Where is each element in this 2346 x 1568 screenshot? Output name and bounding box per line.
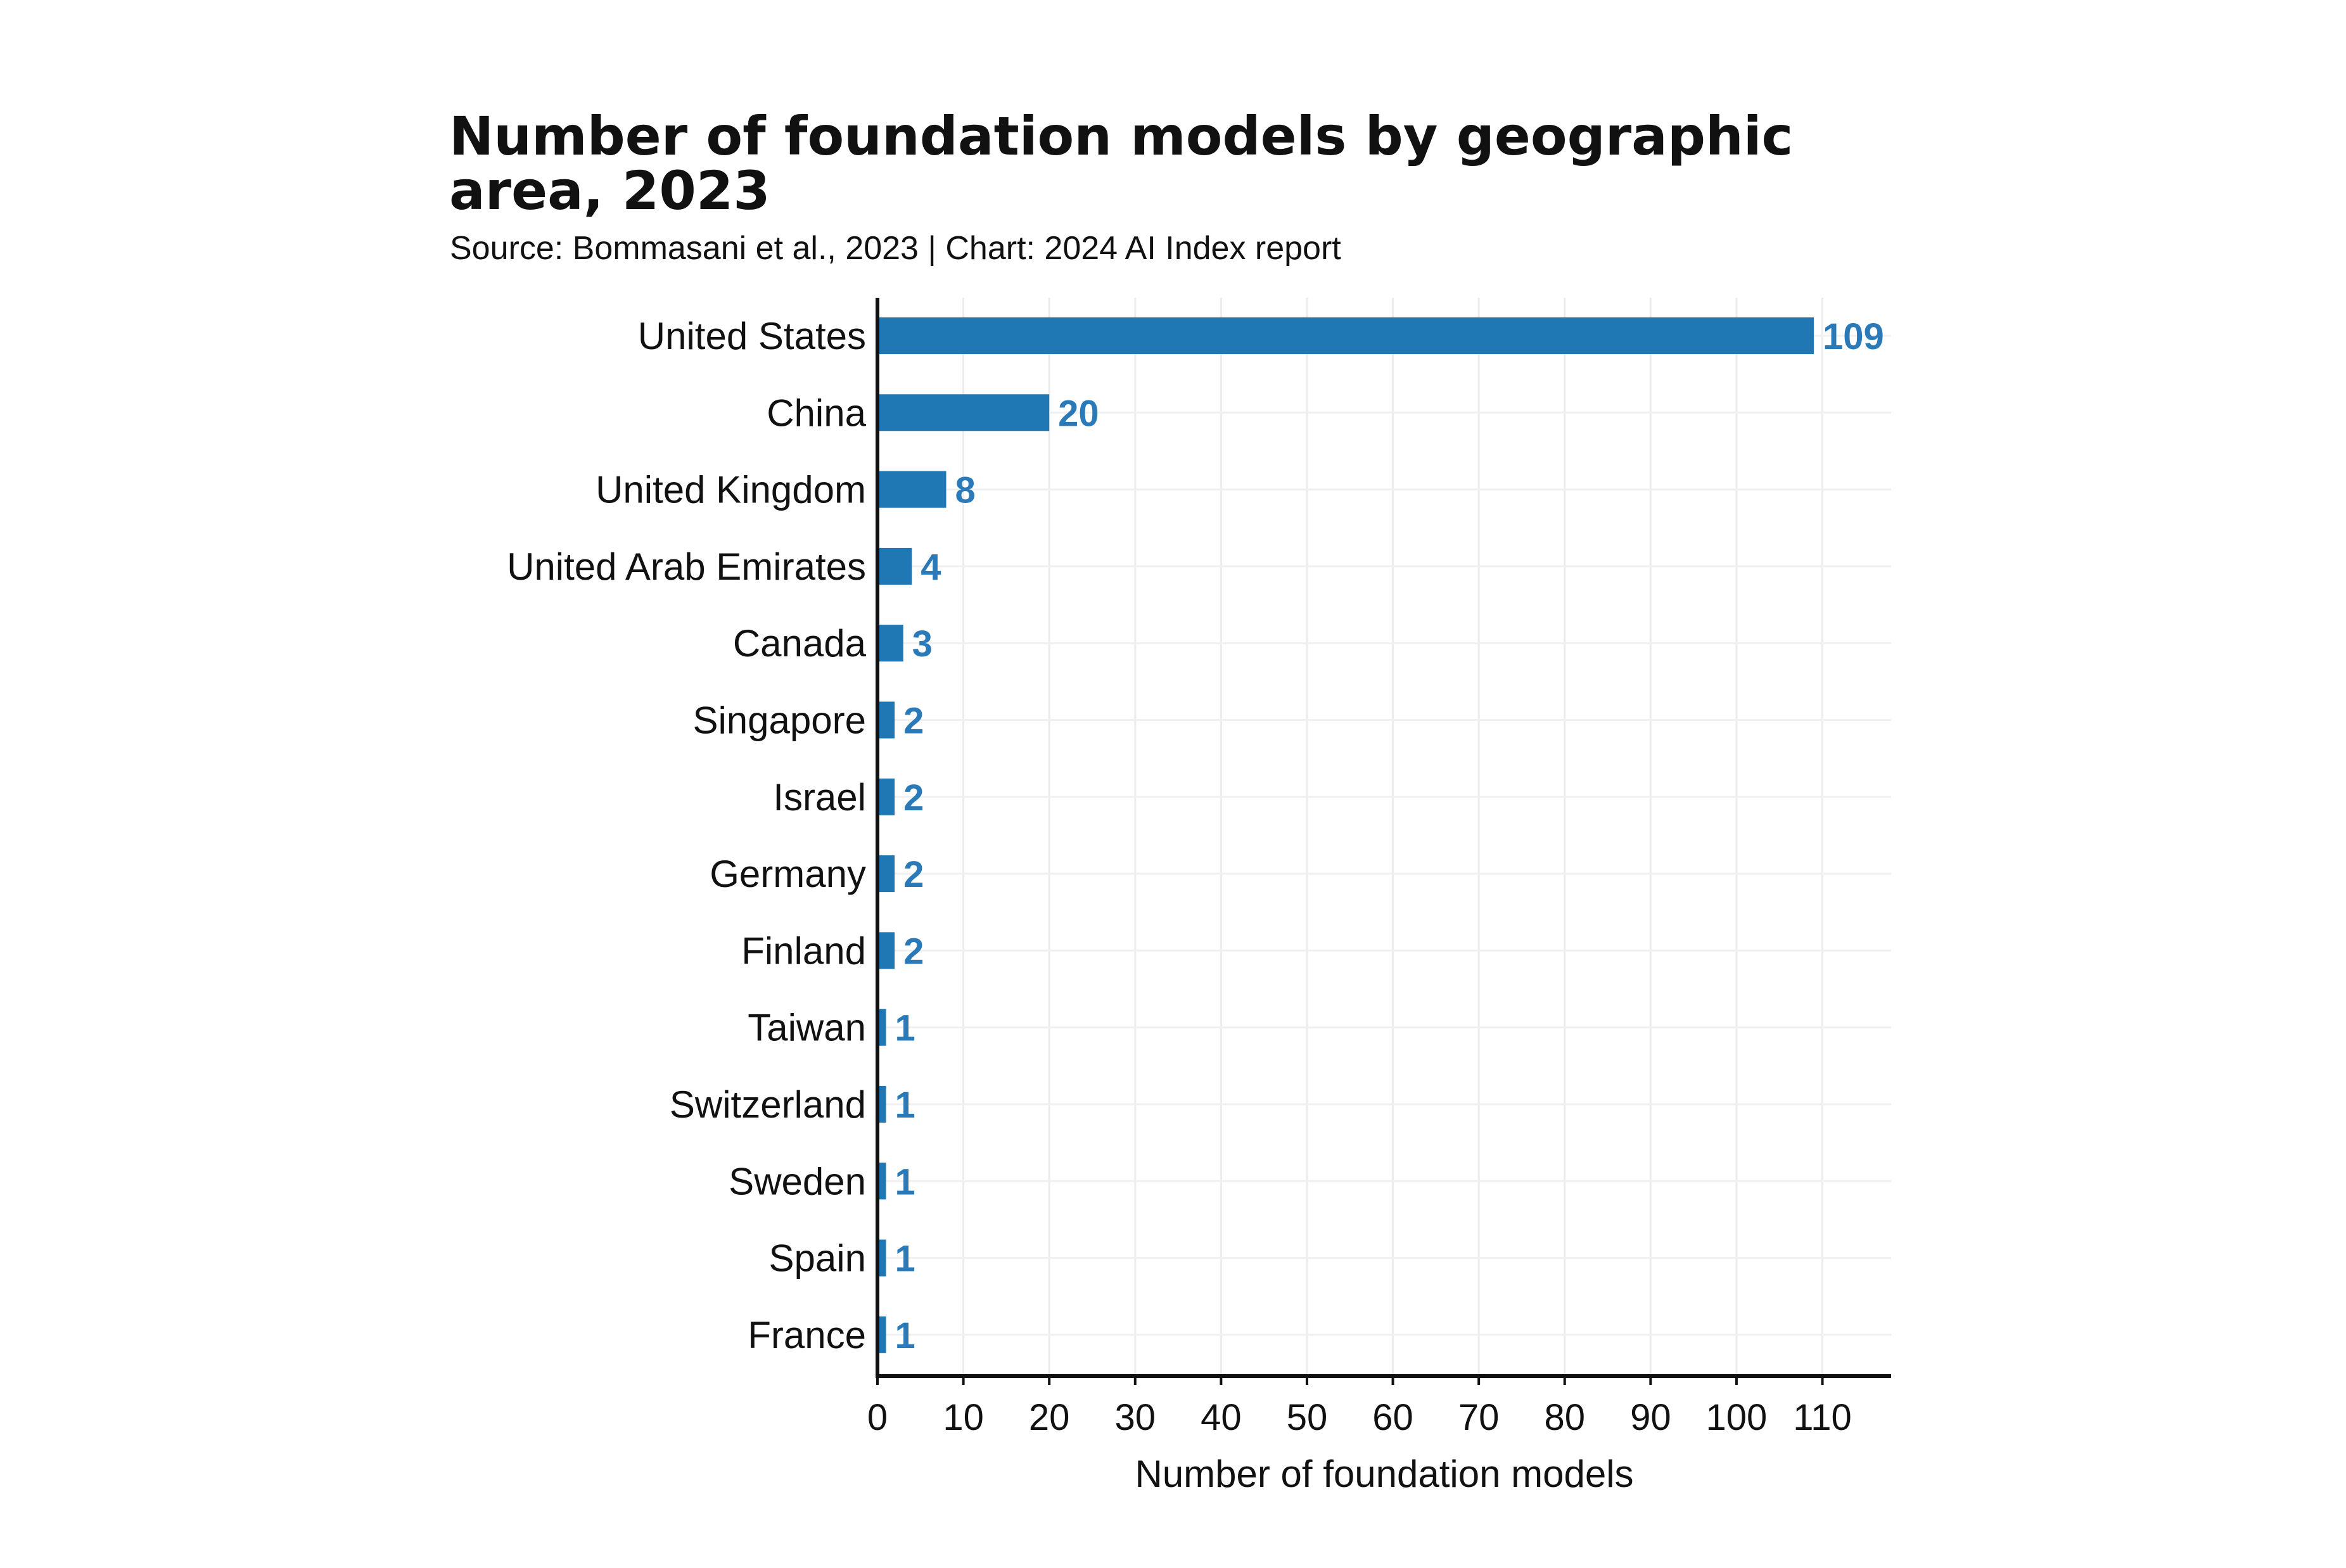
category-label: United States bbox=[638, 315, 866, 357]
x-tick-label: 40 bbox=[1201, 1397, 1242, 1438]
category-label: Spain bbox=[769, 1237, 866, 1280]
bar bbox=[877, 1086, 886, 1123]
category-label: Finland bbox=[741, 929, 866, 972]
category-label: China bbox=[767, 392, 866, 434]
axes bbox=[876, 298, 1891, 1385]
bar bbox=[877, 394, 1050, 431]
chart-subtitle: Source: Bommasani et al., 2023 | Chart: … bbox=[450, 230, 1341, 267]
chart-title: Number of foundation models by geographi… bbox=[449, 105, 1794, 222]
x-axis-title: Number of foundation models bbox=[1135, 1453, 1633, 1495]
category-label: Canada bbox=[733, 622, 867, 665]
bar bbox=[877, 1239, 886, 1277]
bar bbox=[877, 778, 895, 815]
data-label: 1 bbox=[895, 1315, 915, 1356]
x-tick-label: 90 bbox=[1630, 1397, 1671, 1438]
data-label: 4 bbox=[921, 547, 941, 588]
data-label: 1 bbox=[895, 1161, 915, 1202]
bars bbox=[877, 317, 1814, 1353]
data-label: 2 bbox=[903, 777, 924, 819]
bar bbox=[877, 855, 895, 893]
bar bbox=[877, 1163, 886, 1200]
x-tick-label: 60 bbox=[1372, 1397, 1413, 1438]
data-label: 1 bbox=[895, 1239, 915, 1280]
data-label: 1 bbox=[895, 1085, 915, 1126]
bar bbox=[877, 547, 912, 585]
x-tick-label: 30 bbox=[1115, 1397, 1156, 1438]
bar bbox=[877, 1316, 886, 1353]
bar bbox=[877, 317, 1814, 354]
category-label: United Arab Emirates bbox=[507, 545, 866, 588]
x-tick-label: 80 bbox=[1544, 1397, 1585, 1438]
x-tick-label: 50 bbox=[1287, 1397, 1328, 1438]
x-tick-label: 10 bbox=[943, 1397, 984, 1438]
category-label: Taiwan bbox=[748, 1007, 866, 1049]
x-tick-label: 70 bbox=[1458, 1397, 1500, 1438]
x-tick-label: 110 bbox=[1793, 1397, 1851, 1438]
category-label: Germany bbox=[710, 853, 866, 895]
bar bbox=[877, 1009, 886, 1046]
data-label: 8 bbox=[955, 470, 975, 511]
data-label: 2 bbox=[903, 701, 924, 742]
data-label: 2 bbox=[903, 931, 924, 972]
bar bbox=[877, 932, 895, 969]
bar bbox=[877, 625, 903, 662]
category-label: France bbox=[748, 1314, 866, 1356]
category-label: Israel bbox=[773, 776, 866, 819]
x-tick-label: 100 bbox=[1706, 1397, 1768, 1438]
category-label: Singapore bbox=[692, 699, 866, 742]
data-label: 20 bbox=[1058, 393, 1099, 434]
x-tick-label: 0 bbox=[867, 1397, 888, 1438]
data-label: 1 bbox=[895, 1008, 915, 1049]
bar bbox=[877, 471, 947, 508]
category-label: United Kingdom bbox=[596, 469, 866, 511]
x-tick-label: 20 bbox=[1029, 1397, 1070, 1438]
bar bbox=[877, 701, 895, 739]
category-label: Switzerland bbox=[670, 1083, 866, 1126]
gridlines bbox=[876, 298, 1891, 1376]
data-label: 3 bbox=[912, 623, 933, 665]
data-label: 2 bbox=[903, 854, 924, 895]
data-label: 109 bbox=[1823, 316, 1884, 357]
category-label: Sweden bbox=[729, 1160, 866, 1202]
